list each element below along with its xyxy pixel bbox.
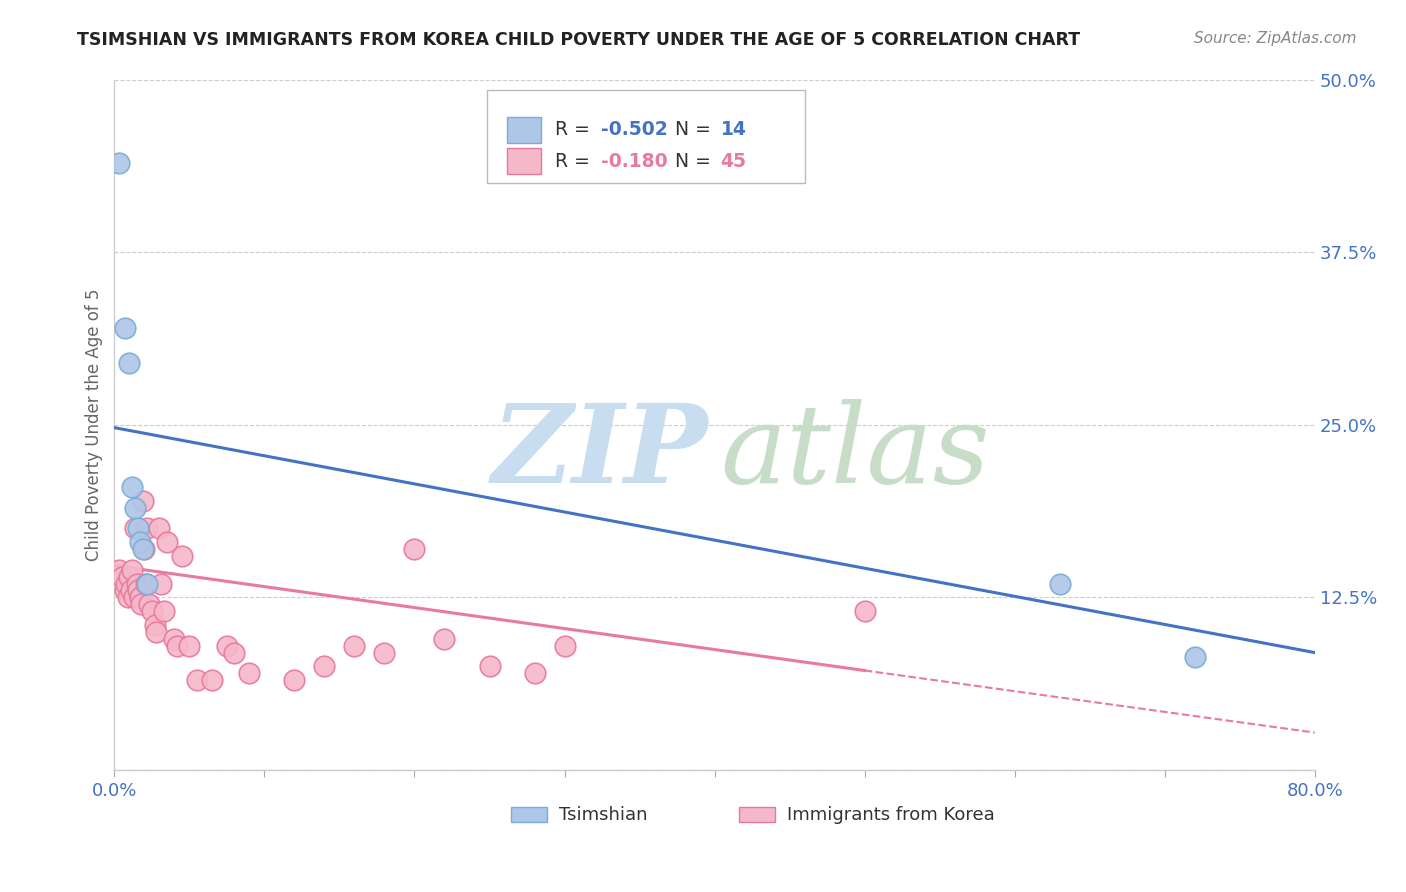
Text: R =: R = [555, 120, 596, 139]
Point [523, 666, 546, 681]
Point [170, 549, 193, 563]
Point [343, 639, 366, 653]
Text: -0.502: -0.502 [600, 120, 668, 139]
Text: N =: N = [675, 120, 717, 139]
Point [238, 666, 260, 681]
Point [201, 673, 224, 688]
Point [124, 500, 146, 515]
Text: atlas: atlas [720, 399, 990, 507]
Text: ZIP: ZIP [492, 399, 709, 507]
Point [215, 639, 238, 653]
Point [122, 591, 145, 605]
Point [433, 632, 456, 646]
Point [143, 618, 166, 632]
Point [853, 604, 876, 618]
Point [404, 542, 426, 557]
Point [138, 597, 160, 611]
Point [1184, 649, 1206, 664]
Text: R =: R = [555, 152, 596, 170]
Point [136, 521, 159, 535]
Point [314, 659, 336, 673]
Y-axis label: Child Poverty Under the Age of 5: Child Poverty Under the Age of 5 [86, 289, 103, 561]
Point [129, 535, 152, 549]
Point [554, 639, 576, 653]
Text: Source: ZipAtlas.com: Source: ZipAtlas.com [1194, 31, 1357, 46]
FancyBboxPatch shape [486, 90, 804, 184]
Point [166, 639, 188, 653]
Point [108, 155, 131, 169]
Point [124, 521, 146, 535]
Bar [508, 117, 540, 143]
Point [149, 576, 172, 591]
Point [179, 639, 201, 653]
Text: Tsimshian: Tsimshian [558, 805, 647, 823]
Point [156, 535, 179, 549]
Text: N =: N = [675, 152, 717, 170]
Point [148, 521, 170, 535]
Point [111, 569, 134, 583]
Point [121, 563, 143, 577]
Point [125, 576, 148, 591]
Point [121, 480, 143, 494]
Point [118, 569, 141, 583]
Point [163, 632, 186, 646]
Point [134, 542, 156, 557]
Text: TSIMSHIAN VS IMMIGRANTS FROM KOREA CHILD POVERTY UNDER THE AGE OF 5 CORRELATION : TSIMSHIAN VS IMMIGRANTS FROM KOREA CHILD… [77, 31, 1080, 49]
Text: -0.180: -0.180 [600, 152, 668, 170]
Bar [738, 807, 775, 822]
Point [283, 673, 305, 688]
Point [118, 356, 141, 370]
Text: Immigrants from Korea: Immigrants from Korea [786, 805, 994, 823]
Point [145, 624, 167, 639]
Point [115, 576, 138, 591]
Point [117, 591, 139, 605]
Point [131, 597, 153, 611]
Point [373, 646, 395, 660]
Point [478, 659, 501, 673]
Point [120, 583, 142, 598]
Point [141, 604, 163, 618]
Point [114, 321, 136, 335]
Text: 45: 45 [720, 152, 747, 170]
Point [132, 542, 155, 557]
Point [224, 646, 246, 660]
Point [114, 583, 136, 598]
Point [153, 604, 176, 618]
Point [132, 493, 155, 508]
Point [108, 563, 131, 577]
Text: 14: 14 [720, 120, 747, 139]
Point [136, 576, 159, 591]
Point [129, 591, 152, 605]
Point [127, 583, 149, 598]
Point [1049, 576, 1071, 591]
Point [127, 521, 149, 535]
Point [135, 576, 157, 591]
Bar [510, 807, 547, 822]
Point [186, 673, 208, 688]
Bar [508, 148, 540, 174]
